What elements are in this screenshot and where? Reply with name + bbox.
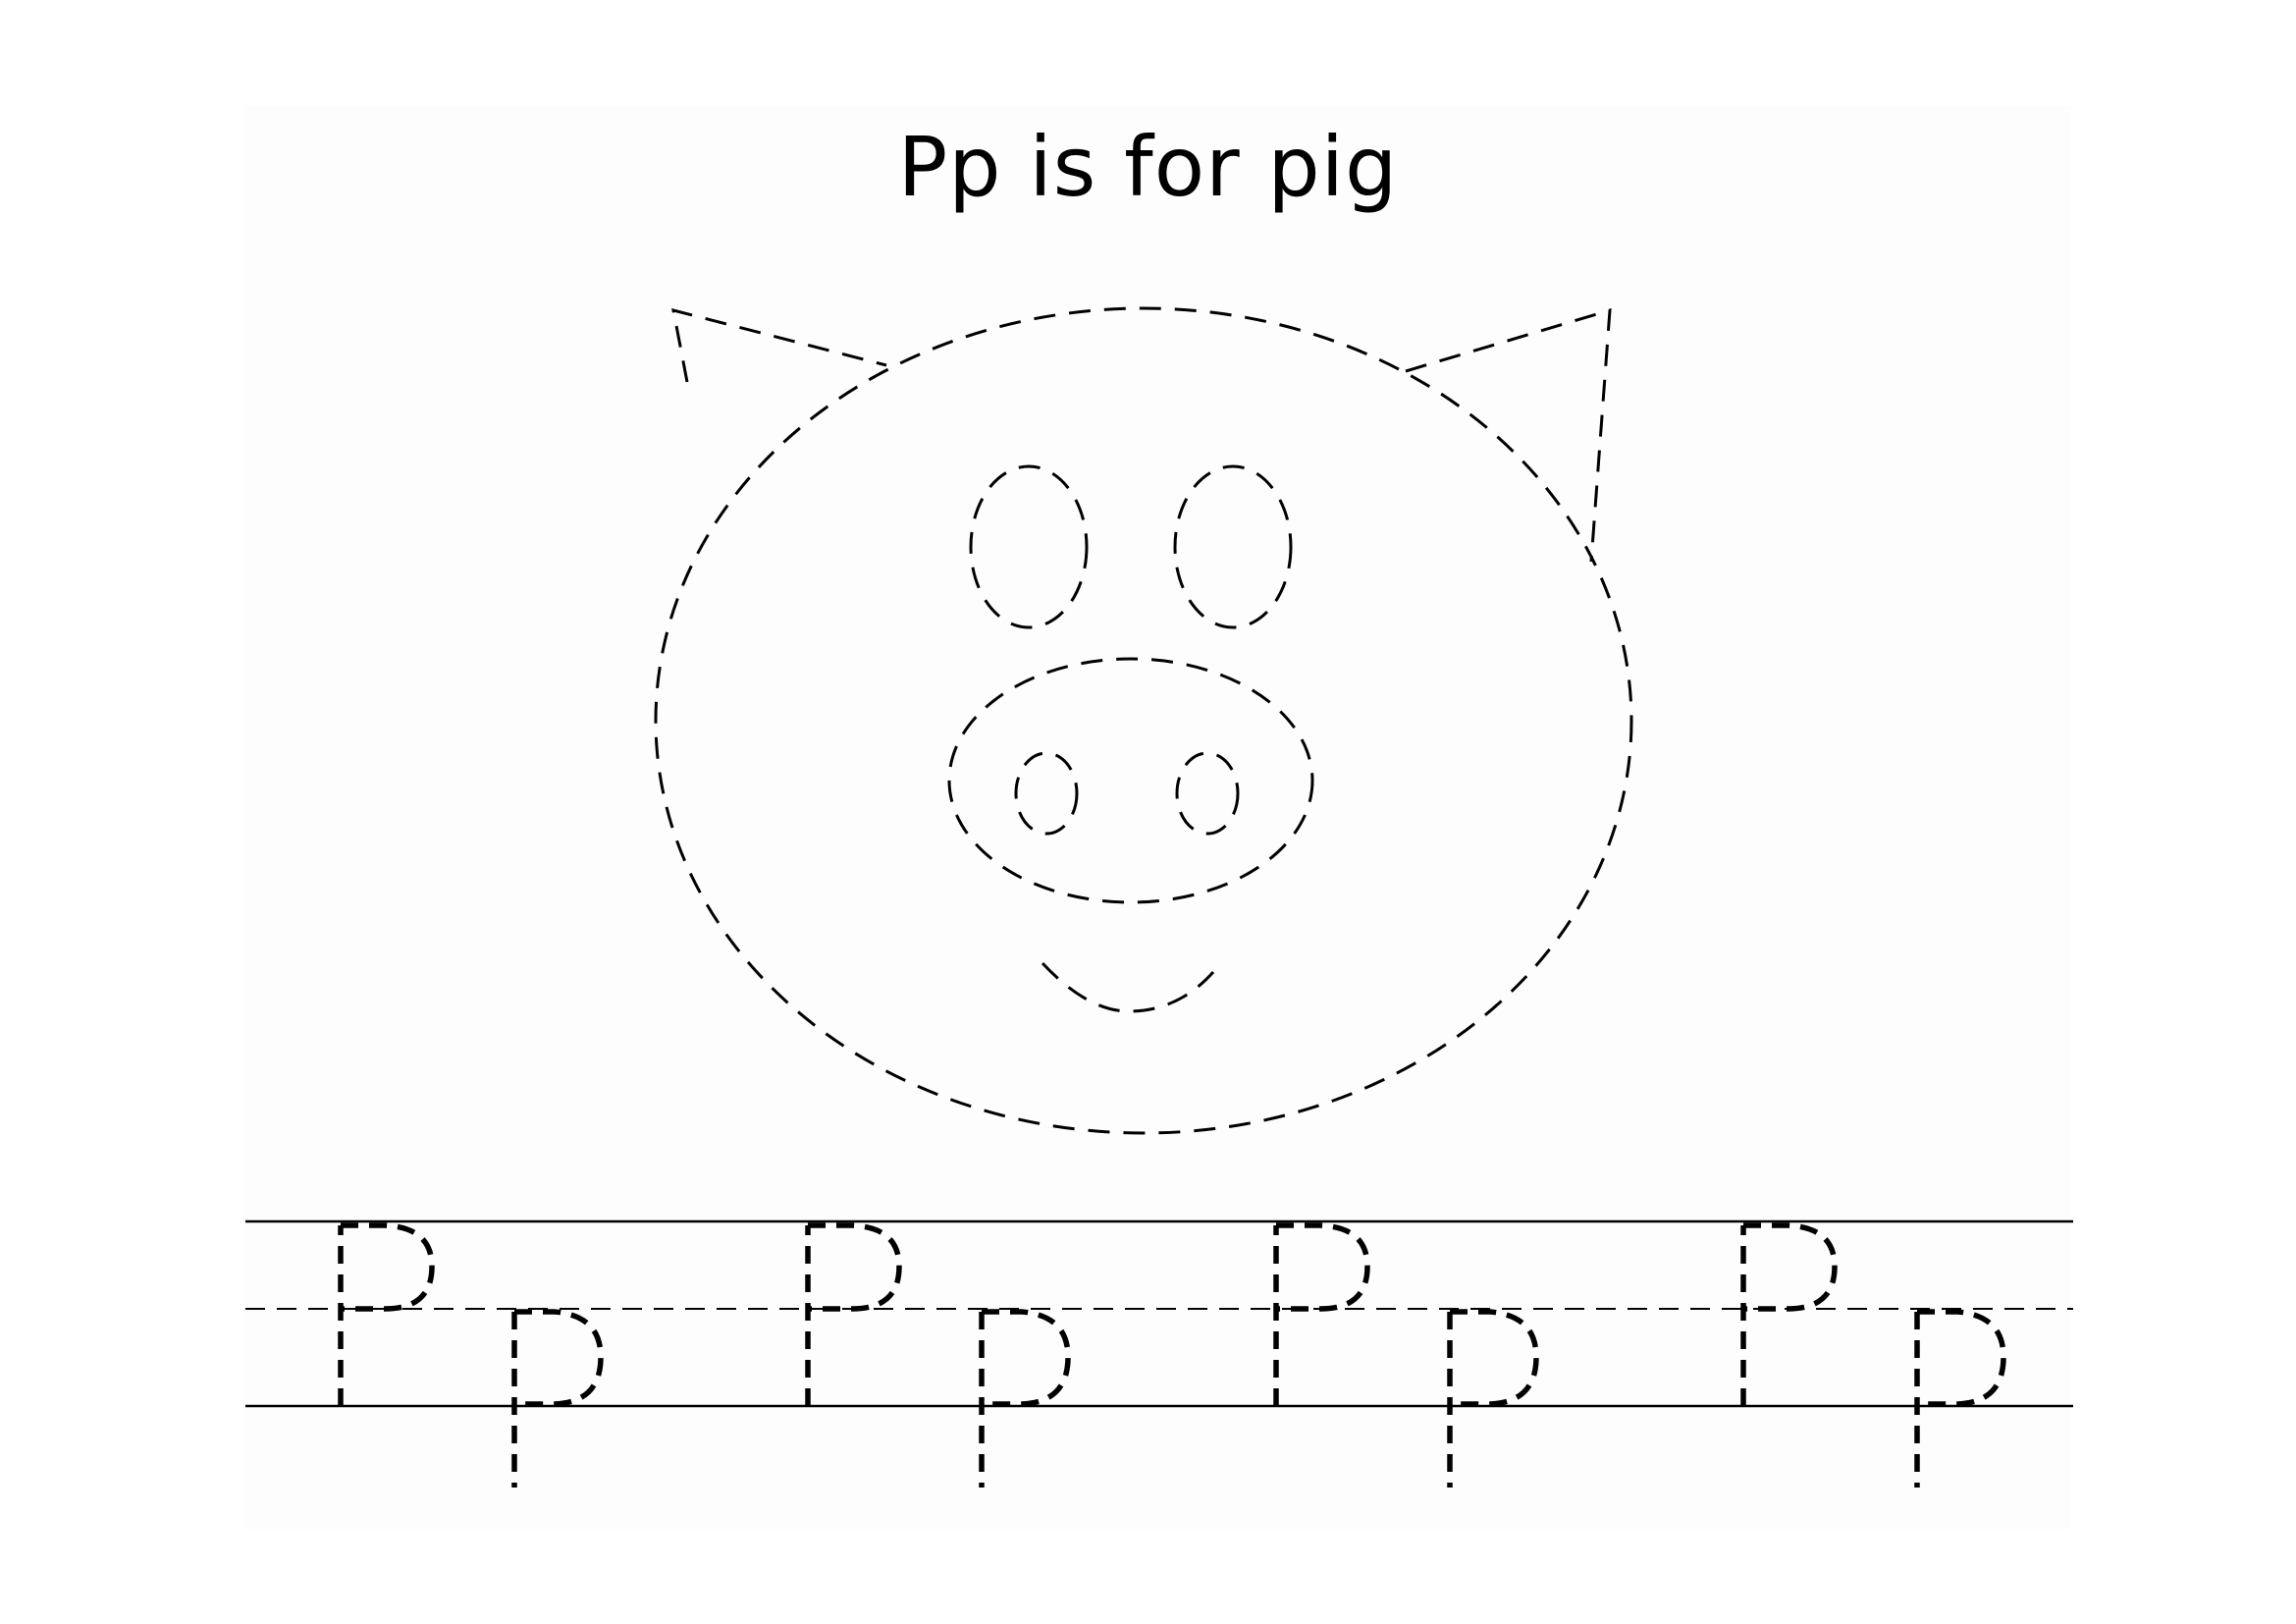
worksheet-paper xyxy=(243,106,2071,1530)
tracing-lowercase-p xyxy=(1447,1309,1539,1488)
tracing-lowercase-p xyxy=(979,1309,1071,1488)
pig-face-icon xyxy=(654,306,1633,1135)
pig-left-nostril xyxy=(1014,751,1079,836)
pig-left-eye xyxy=(969,464,1089,629)
worksheet-title: Pp is for pig xyxy=(897,119,1399,215)
pig-mouth xyxy=(1041,961,1215,1013)
tracing-uppercase-p xyxy=(805,1222,902,1406)
pig-right-ear xyxy=(1405,307,1612,563)
tracing-letters xyxy=(338,1222,2006,1488)
tracing-uppercase-p xyxy=(1273,1222,1370,1406)
tracing-lowercase-p xyxy=(511,1309,604,1488)
pig-right-eye xyxy=(1173,464,1293,629)
pig-snout xyxy=(947,657,1314,904)
pig-right-nostril xyxy=(1175,751,1240,836)
tracing-uppercase-p xyxy=(1740,1222,1838,1406)
tracing-lowercase-p xyxy=(1914,1309,2006,1488)
tracing-uppercase-p xyxy=(338,1222,435,1406)
pig-left-ear xyxy=(671,307,887,383)
pig-head-outline xyxy=(654,306,1633,1135)
